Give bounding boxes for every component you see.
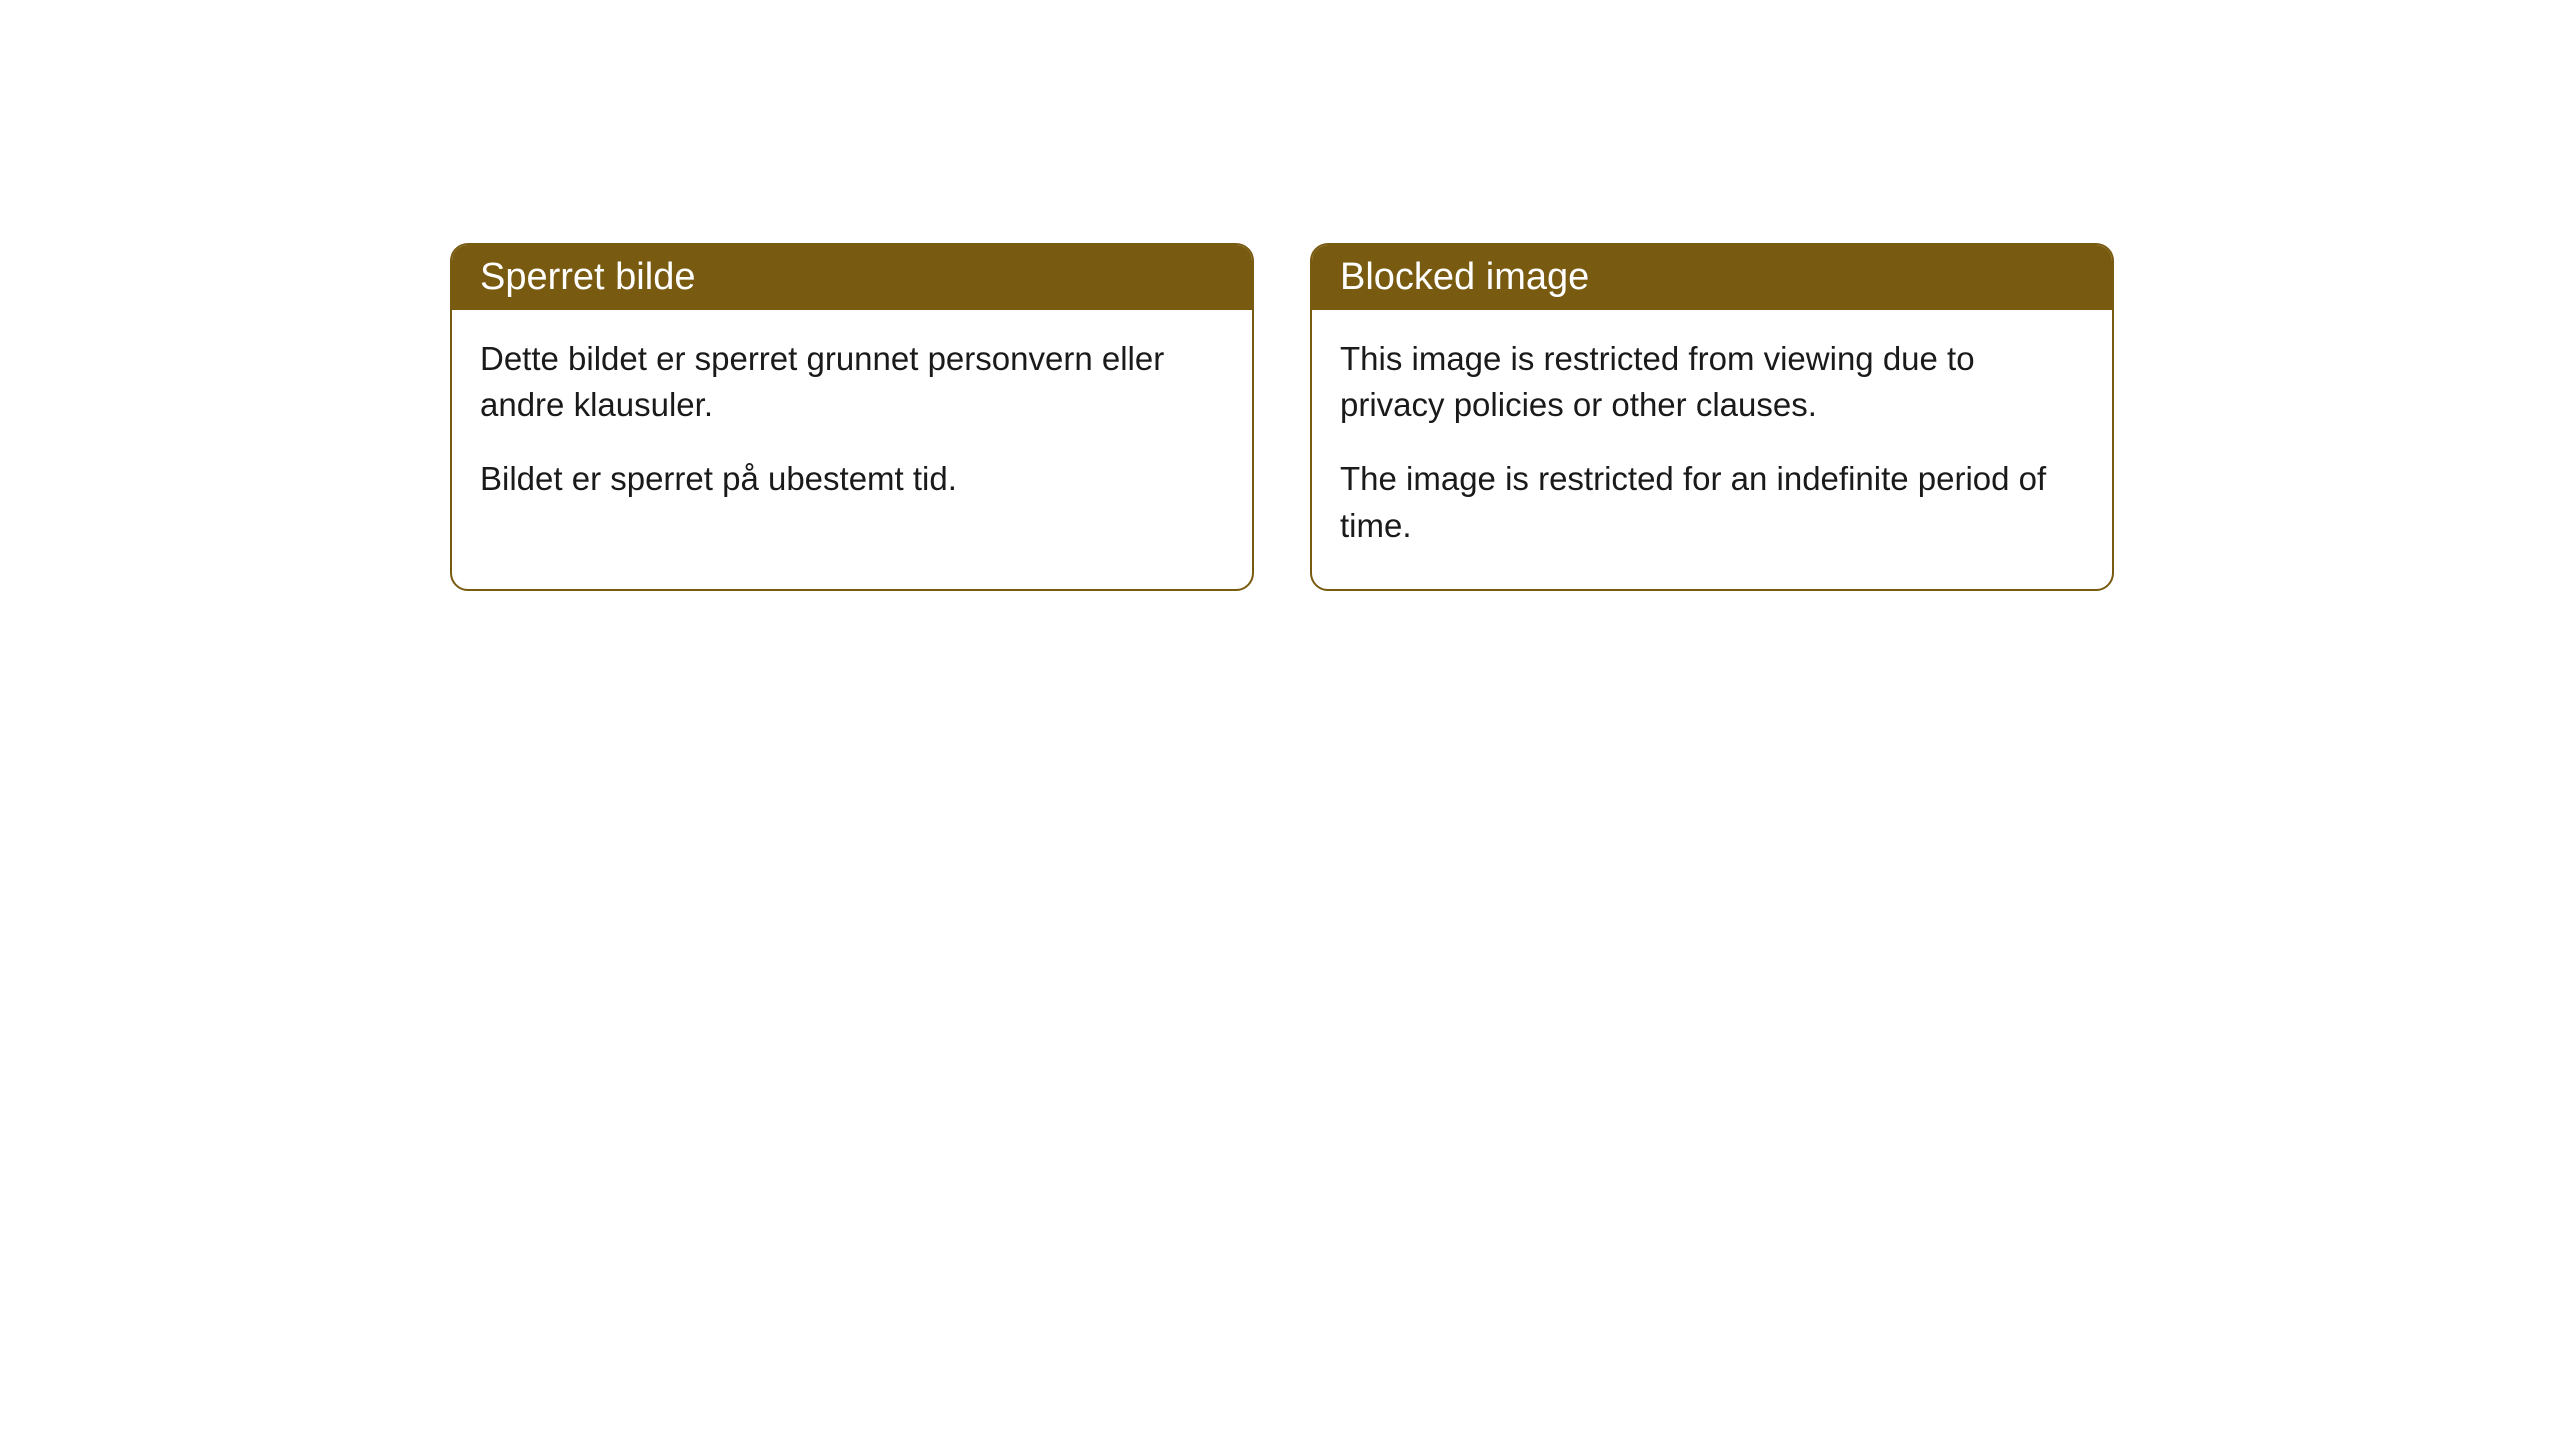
notice-text: Dette bildet er sperret grunnet personve… [480,336,1224,428]
notice-text: Bildet er sperret på ubestemt tid. [480,456,1224,502]
card-body: Dette bildet er sperret grunnet personve… [452,310,1252,543]
notice-text: The image is restricted for an indefinit… [1340,456,2084,548]
blocked-image-card-norwegian: Sperret bilde Dette bildet er sperret gr… [450,243,1254,591]
card-header: Blocked image [1312,245,2112,310]
notice-text: This image is restricted from viewing du… [1340,336,2084,428]
blocked-image-card-english: Blocked image This image is restricted f… [1310,243,2114,591]
card-header: Sperret bilde [452,245,1252,310]
card-body: This image is restricted from viewing du… [1312,310,2112,589]
notice-cards-container: Sperret bilde Dette bildet er sperret gr… [450,243,2560,591]
